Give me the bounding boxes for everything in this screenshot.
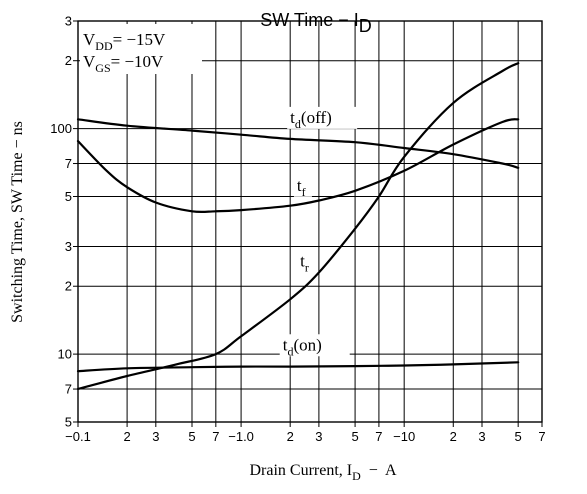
- series-lines: [76, 62, 520, 391]
- x-tick-label: 3: [478, 429, 485, 444]
- chart-title-main: SW Time − I: [260, 10, 359, 30]
- series-label-on: td(on): [283, 335, 322, 358]
- y-tick-label: 100: [50, 121, 72, 136]
- x-tick-label: 2: [287, 429, 294, 444]
- series-label-main: t: [297, 176, 302, 195]
- condition-main: V: [83, 30, 96, 49]
- condition-text: VGS= −10V: [83, 52, 164, 75]
- y-tick-label: 5: [65, 189, 72, 204]
- y-tick-label: 7: [65, 156, 72, 171]
- series-label-sub: d: [295, 117, 301, 131]
- y-tick-labels: 5 7 10 2 3 5 7 100 2 3: [50, 14, 72, 430]
- x-tick-label: 2: [123, 429, 130, 444]
- series-line-f: [76, 118, 520, 214]
- x-tick-label: −1.0: [228, 429, 254, 444]
- series-label-bg: [293, 174, 312, 197]
- series-label-main: t: [283, 335, 288, 354]
- series-label-off: td(off): [290, 108, 332, 131]
- series-label-main: t: [290, 108, 295, 127]
- condition-sub: DD: [95, 39, 113, 53]
- x-tick-labels: −0.1 2 3 5 7 −1.0 2 3 5 7 −10 2 3 5 7: [65, 429, 545, 444]
- y-tick-label: 3: [65, 14, 72, 29]
- x-axis-label-main: Drain Current, I: [249, 462, 352, 479]
- condition-text: VDD= −15V: [83, 30, 166, 53]
- series-label-tail: (on): [293, 335, 321, 354]
- x-tick-label: 5: [351, 429, 358, 444]
- chart-title-sub: D: [359, 16, 372, 36]
- x-tick-label: 5: [188, 429, 195, 444]
- series-label-sub: r: [305, 260, 309, 274]
- series-label-bg: [297, 250, 316, 273]
- x-axis-label: Drain Current, ID − A: [249, 462, 396, 483]
- y-tick-label: 3: [65, 239, 72, 254]
- x-tick-label: 2: [450, 429, 457, 444]
- x-axis-label-tail: − A: [361, 462, 397, 479]
- x-tick-label: −10: [393, 429, 415, 444]
- condition-sub: GS: [95, 61, 110, 75]
- series-line-r: [76, 62, 520, 391]
- y-tick-label: 5: [65, 415, 72, 430]
- series-label-r: tr: [300, 251, 309, 274]
- x-tick-label: 5: [515, 429, 522, 444]
- series-line-off: [76, 118, 520, 169]
- plot-frame: [77, 20, 543, 423]
- series-label-main: t: [300, 251, 305, 270]
- series-line-on: [76, 361, 520, 373]
- x-tick-label: 3: [152, 429, 159, 444]
- y-tick-label: 2: [65, 53, 72, 68]
- y-tick-label: 10: [58, 347, 72, 362]
- series-label-f: tf: [297, 176, 306, 199]
- x-tick-label: 7: [538, 429, 545, 444]
- y-tick-label: 2: [65, 279, 72, 294]
- y-tick-label: 7: [65, 382, 72, 397]
- x-tick-label: 3: [315, 429, 322, 444]
- conditions-bg: [80, 24, 202, 74]
- x-tick-label: 7: [212, 429, 219, 444]
- condition-tail: = −10V: [111, 52, 164, 71]
- x-axis-label-sub: D: [352, 469, 361, 483]
- x-tick-label: −0.1: [65, 429, 91, 444]
- x-tick-label: 7: [375, 429, 382, 444]
- series-label-sub: d: [287, 344, 293, 358]
- series-label-tail: (off): [301, 108, 332, 127]
- series-label-bg: [287, 106, 358, 129]
- y-axis-label: Switching Time, SW Time − ns: [9, 121, 26, 323]
- condition-main: V: [83, 52, 96, 71]
- series-label-sub: f: [302, 185, 306, 199]
- condition-tail: = −15V: [113, 30, 166, 49]
- series-label-bg: [279, 334, 350, 357]
